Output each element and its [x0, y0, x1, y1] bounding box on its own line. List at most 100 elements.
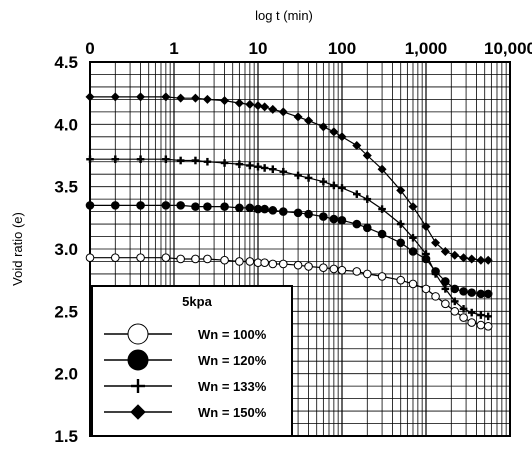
data-point	[476, 289, 486, 299]
data-point	[161, 92, 171, 102]
data-point	[245, 203, 255, 213]
data-point	[136, 253, 145, 263]
data-point	[319, 212, 328, 221]
data-point	[421, 222, 431, 232]
x-tick-label: 0	[85, 39, 94, 58]
data-point	[319, 177, 328, 186]
data-point	[318, 122, 328, 132]
data-point	[483, 255, 493, 265]
plot-frame	[89, 61, 511, 437]
data-point	[85, 253, 95, 263]
data-point	[459, 305, 468, 313]
data-point	[329, 264, 339, 274]
data-point	[352, 219, 362, 229]
x-axis-label: log t (min)	[255, 8, 313, 23]
data-point	[337, 265, 347, 275]
data-point	[304, 209, 313, 219]
series-line	[90, 96, 489, 261]
data-point	[352, 141, 362, 151]
data-point	[352, 267, 362, 276]
data-point	[396, 238, 406, 248]
data-point	[304, 116, 314, 126]
data-point	[293, 208, 303, 218]
data-point	[235, 203, 244, 213]
data-point	[330, 181, 338, 190]
data-point	[319, 263, 328, 273]
data-point	[136, 92, 146, 102]
data-point	[235, 257, 244, 266]
y-axis-label: Void ratio (e)	[10, 212, 25, 286]
data-point	[279, 167, 288, 176]
data-point	[220, 202, 229, 211]
data-point	[362, 269, 372, 279]
data-point	[450, 250, 460, 260]
data-point	[293, 112, 303, 122]
data-point	[441, 285, 450, 293]
data-point	[254, 162, 262, 171]
data-point	[450, 307, 460, 316]
data-point	[268, 165, 277, 174]
data-point	[85, 201, 95, 210]
data-point	[293, 260, 303, 270]
data-point	[408, 202, 418, 212]
data-point	[162, 155, 170, 164]
x-tick-label: 1,000	[405, 39, 448, 58]
data-point	[191, 254, 200, 264]
legend-box	[91, 285, 293, 437]
data-point	[278, 259, 288, 269]
y-tick-label: 1.5	[54, 427, 78, 446]
data-point	[260, 204, 269, 214]
data-point	[337, 216, 347, 225]
data-point	[130, 404, 146, 420]
data-point	[278, 107, 288, 117]
data-point	[234, 98, 244, 108]
y-tick-label: 4.5	[54, 53, 78, 72]
data-point	[352, 190, 361, 198]
data-point	[431, 292, 440, 301]
data-point	[246, 161, 254, 170]
data-point	[268, 206, 278, 215]
data-point	[408, 247, 418, 256]
data-point	[483, 321, 493, 331]
data-point	[127, 323, 149, 345]
data-point	[176, 93, 186, 103]
data-point	[136, 155, 145, 164]
data-point	[110, 92, 120, 102]
legend-label: Wn = 100%	[198, 327, 267, 342]
x-tick-label: 1	[169, 39, 178, 58]
data-point	[268, 259, 278, 269]
data-point	[304, 262, 313, 271]
data-point	[268, 104, 278, 114]
y-tick-label: 3.5	[54, 178, 78, 197]
data-point	[176, 254, 185, 264]
x-tick-label: 10,000	[484, 39, 532, 58]
data-point	[220, 96, 230, 106]
data-point	[191, 202, 200, 211]
data-point	[260, 102, 270, 112]
data-point	[408, 279, 418, 289]
data-point	[362, 150, 372, 161]
data-point	[459, 287, 468, 296]
data-point	[362, 223, 372, 233]
series-wn-100-	[85, 253, 493, 331]
legend-label: Wn = 120%	[198, 353, 267, 368]
x-tick-label: 100	[328, 39, 356, 58]
data-point	[220, 255, 229, 265]
data-point	[220, 159, 229, 167]
data-point	[467, 288, 477, 297]
data-point	[467, 254, 477, 264]
data-point	[176, 156, 185, 165]
data-point	[161, 253, 171, 263]
y-tick-label: 4.0	[54, 115, 78, 134]
series-line	[90, 204, 489, 295]
data-point	[476, 255, 486, 265]
data-point	[176, 201, 185, 210]
data-point	[86, 155, 94, 164]
series-group	[85, 92, 493, 331]
data-point	[127, 349, 149, 371]
y-tick-label: 2.5	[54, 302, 78, 321]
data-point	[459, 313, 468, 322]
y-tick-label: 3.0	[54, 240, 78, 259]
data-point	[459, 253, 469, 263]
